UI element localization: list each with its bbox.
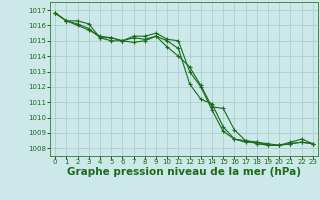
X-axis label: Graphe pression niveau de la mer (hPa): Graphe pression niveau de la mer (hPa) bbox=[67, 167, 301, 177]
